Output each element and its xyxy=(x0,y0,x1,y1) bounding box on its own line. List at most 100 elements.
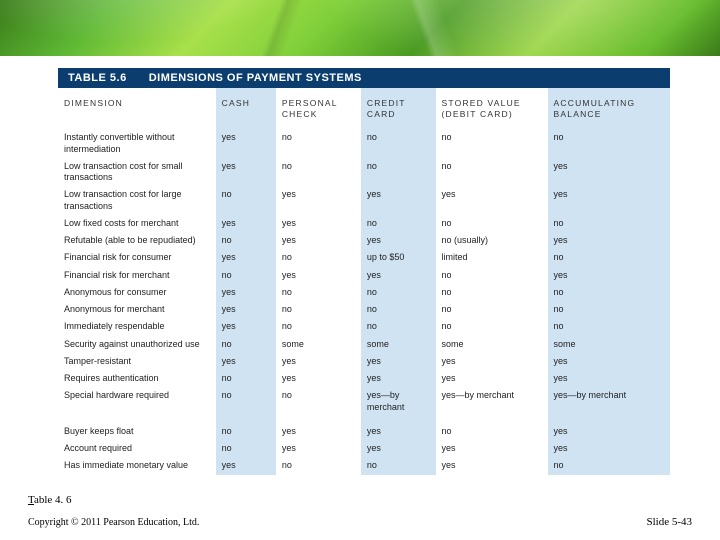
table-row: Low transaction cost for large transacti… xyxy=(58,186,670,215)
value-cell: yes xyxy=(361,232,436,249)
value-cell: yes xyxy=(548,370,670,387)
dimension-cell: Low fixed costs for merchant xyxy=(58,215,216,232)
value-cell: no xyxy=(548,301,670,318)
value-cell: yes xyxy=(361,353,436,370)
value-cell: no xyxy=(216,370,276,387)
value-cell: up to $50 xyxy=(361,249,436,266)
table-row: Has immediate monetary valueyesnonoyesno xyxy=(58,457,670,474)
value-cell: yes—by merchant xyxy=(548,387,670,416)
dimension-cell: Instantly convertible without intermedia… xyxy=(58,129,216,158)
table-row: Tamper-resistantyesyesyesyesyes xyxy=(58,353,670,370)
col-header-personal-check: PERSONAL CHECK xyxy=(276,88,361,129)
value-cell: no xyxy=(276,301,361,318)
table-row: Account requirednoyesyesyesyes xyxy=(58,440,670,457)
value-cell: yes xyxy=(436,440,548,457)
table-row: Anonymous for merchantyesnononono xyxy=(58,301,670,318)
caption-rest: able 4. 6 xyxy=(34,494,72,506)
value-cell: yes xyxy=(216,318,276,335)
value-cell: no xyxy=(436,215,548,232)
value-cell: no xyxy=(216,232,276,249)
value-cell: no xyxy=(436,301,548,318)
value-cell: limited xyxy=(436,249,548,266)
table-number: TABLE 5.6 xyxy=(68,72,127,84)
value-cell: yes xyxy=(216,158,276,187)
top-banner xyxy=(0,0,720,56)
col-header-credit-card: CREDIT CARD xyxy=(361,88,436,129)
value-cell: yes xyxy=(216,457,276,474)
dimension-cell: Account required xyxy=(58,440,216,457)
value-cell: yes xyxy=(276,370,361,387)
table-container: TABLE 5.6 DIMENSIONS OF PAYMENT SYSTEMS … xyxy=(58,68,670,475)
col-header-accumulating-balance: ACCUMULATING BALANCE xyxy=(548,88,670,129)
value-cell: no (usually) xyxy=(436,232,548,249)
dimension-cell: Buyer keeps float xyxy=(58,416,216,440)
dimension-cell: Financial risk for consumer xyxy=(58,249,216,266)
value-cell: no xyxy=(548,249,670,266)
table-row: Low transaction cost for small transacti… xyxy=(58,158,670,187)
value-cell: yes xyxy=(548,416,670,440)
value-cell: no xyxy=(548,457,670,474)
value-cell: no xyxy=(276,457,361,474)
table-row: Immediately respendableyesnononono xyxy=(58,318,670,335)
value-cell: some xyxy=(436,336,548,353)
value-cell: yes xyxy=(216,301,276,318)
table-title-bar: TABLE 5.6 DIMENSIONS OF PAYMENT SYSTEMS xyxy=(58,68,670,88)
value-cell: yes xyxy=(216,353,276,370)
value-cell: yes xyxy=(361,267,436,284)
value-cell: no xyxy=(276,129,361,158)
value-cell: no xyxy=(361,215,436,232)
dimension-cell: Financial risk for merchant xyxy=(58,267,216,284)
value-cell: yes xyxy=(276,416,361,440)
value-cell: no xyxy=(548,318,670,335)
value-cell: yes—by merchant xyxy=(436,387,548,416)
value-cell: no xyxy=(276,284,361,301)
table-row: Requires authenticationnoyesyesyesyes xyxy=(58,370,670,387)
table-row: Anonymous for consumeryesnononono xyxy=(58,284,670,301)
value-cell: no xyxy=(361,301,436,318)
value-cell: no xyxy=(436,284,548,301)
col-header-cash: CASH xyxy=(216,88,276,129)
dimension-cell: Has immediate monetary value xyxy=(58,457,216,474)
col-header-dimension: DIMENSION xyxy=(58,88,216,129)
value-cell: no xyxy=(216,336,276,353)
col-header-stored-value: STORED VALUE (DEBIT CARD) xyxy=(436,88,548,129)
value-cell: yes xyxy=(436,370,548,387)
dimension-cell: Refutable (able to be repudiated) xyxy=(58,232,216,249)
value-cell: no xyxy=(216,416,276,440)
table-row: Security against unauthorized usenosomes… xyxy=(58,336,670,353)
value-cell: no xyxy=(436,129,548,158)
table-row: Financial risk for merchantnoyesyesnoyes xyxy=(58,267,670,284)
value-cell: yes xyxy=(276,186,361,215)
value-cell: yes xyxy=(436,353,548,370)
value-cell: no xyxy=(361,284,436,301)
table-row: Refutable (able to be repudiated)noyesye… xyxy=(58,232,670,249)
value-cell: no xyxy=(216,440,276,457)
value-cell: yes xyxy=(276,215,361,232)
table-heading: DIMENSIONS OF PAYMENT SYSTEMS xyxy=(149,72,362,84)
value-cell: no xyxy=(216,267,276,284)
value-cell: yes xyxy=(361,416,436,440)
value-cell: yes xyxy=(436,186,548,215)
slide-number: Slide 5-43 xyxy=(646,516,692,528)
dimension-cell: Requires authentication xyxy=(58,370,216,387)
table-header-row: DIMENSION CASH PERSONAL CHECK CREDIT CAR… xyxy=(58,88,670,129)
value-cell: yes xyxy=(276,440,361,457)
table-row: Special hardware requirednonoyes—by merc… xyxy=(58,387,670,416)
value-cell: no xyxy=(276,387,361,416)
value-cell: no xyxy=(361,318,436,335)
value-cell: no xyxy=(436,318,548,335)
value-cell: yes xyxy=(276,267,361,284)
value-cell: some xyxy=(361,336,436,353)
value-cell: no xyxy=(548,215,670,232)
value-cell: yes—by merchant xyxy=(361,387,436,416)
table-row: Financial risk for consumeryes no up to $5… xyxy=(58,249,670,266)
value-cell: no xyxy=(361,158,436,187)
slide-caption: Table 4. 6 xyxy=(28,494,72,506)
dimension-cell: Special hardware required xyxy=(58,387,216,416)
value-cell: no xyxy=(216,186,276,215)
value-cell: yes xyxy=(216,249,276,266)
value-cell: no xyxy=(276,318,361,335)
value-cell: no xyxy=(361,457,436,474)
copyright-text: Copyright © 2011 Pearson Education, Ltd. xyxy=(28,517,199,528)
payment-dimensions-table: DIMENSION CASH PERSONAL CHECK CREDIT CAR… xyxy=(58,88,670,475)
